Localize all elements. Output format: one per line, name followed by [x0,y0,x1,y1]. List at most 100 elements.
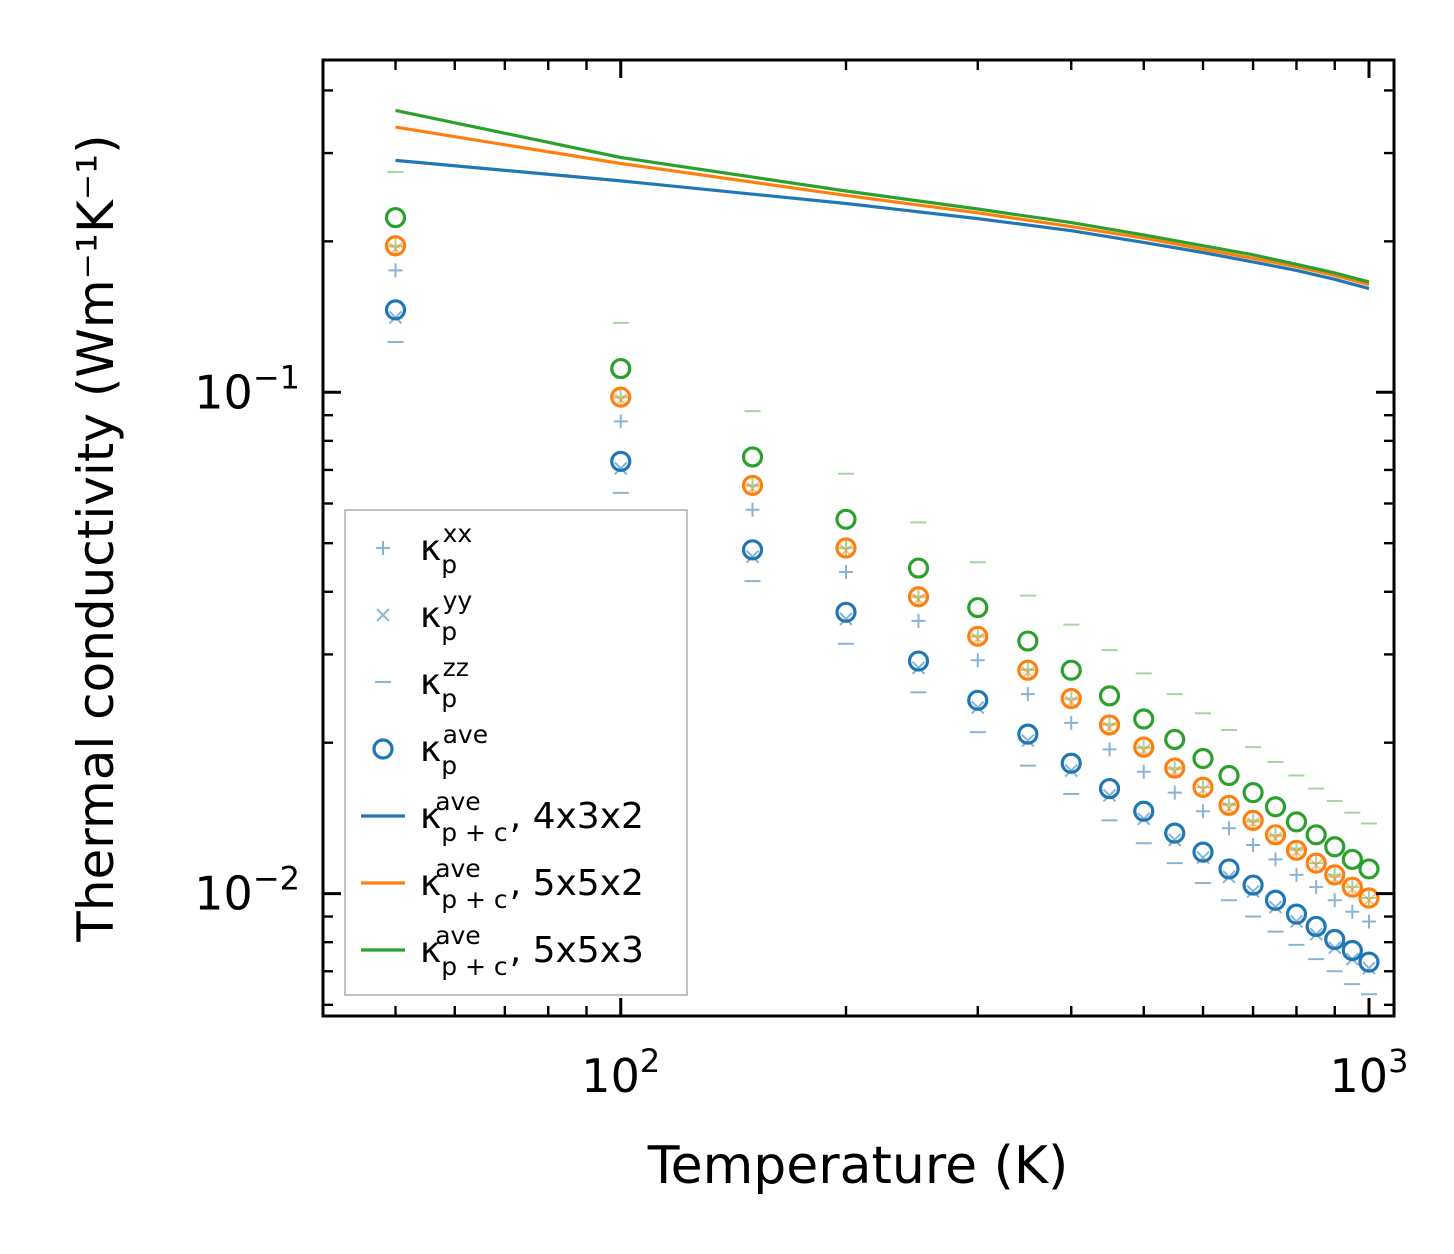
point-circle-5x5x2-250K [907,586,930,608]
point-plus-4x3x2-500K [1136,764,1151,779]
point-x-4x3x2-200K [839,612,853,626]
plot-marks [384,108,1380,996]
point-x-4x3x2-400K [1064,763,1078,778]
point-circle-5x5x2-900K [1324,864,1346,886]
point-circle-4x3x2-950K [1341,939,1363,962]
point-x-5x5x2-800K [1289,845,1304,859]
point-circle-5x5x2-750K [1264,824,1287,846]
point-plus-4x3x2-550K [1167,785,1182,800]
point-plus-4x3x2-950K [1345,904,1360,919]
point-plus-5x5x3-350K [1020,662,1035,677]
plot-frame [321,58,1396,1018]
legend-entry-5: κp + cave, 4x3x2 [361,787,644,847]
point-plus-4x3x2-750K [1268,852,1283,867]
point-circle-5x5x3-400K [1060,659,1082,681]
legend-label: κp + cave, 5x5x3 [420,921,644,981]
point-circle-5x5x2-550K [1164,757,1186,779]
point-plus-4x3x2-100K [613,414,628,429]
point-plus-4x3x2-850K [1309,880,1324,895]
point-circle-4x3x2-250K [907,650,930,672]
point-circle-5x5x3-300K [967,596,989,619]
point-circle-5x5x3-950K [1341,848,1363,871]
legend-entry-6: κp + cave, 5x5x2 [361,854,644,914]
legend: κpxx κpyy κpzz κpave κp + cave, 4x3x2 κp + ca… [344,509,688,996]
line-kappa-pc-ave-5x5x3 [395,108,1370,284]
point-x-4x3x2-750K [1268,900,1283,914]
x-tick-label-100: 102 [581,1042,660,1103]
point-x-5x5x2-850K [1309,858,1323,872]
point-circle-5x5x3-550K [1164,728,1186,751]
legend-label: κpzz [420,653,469,713]
point-plus-4x3x2-250K [911,613,926,628]
point-circle-5x5x2-500K [1133,736,1155,758]
point-plus-4x3x2-900K [1327,893,1342,908]
point-circle-4x3x2-550K [1164,822,1186,844]
point-plus-5x5x3-50K [388,238,403,253]
point-circle-5x5x2-300K [967,625,989,647]
point-x-4x3x2-300K [971,700,985,715]
point-x-5x5x2-950K [1345,882,1359,896]
point-x-4x3x2-350K [1021,733,1035,748]
line-kappa-pc-ave-5x5x2 [395,125,1370,287]
legend-handle-x [376,608,390,622]
point-circle-5x5x3-750K [1264,796,1287,818]
point-circle-4x3x2-800K [1285,903,1308,925]
point-plus-4x3x2-800K [1289,867,1304,882]
point-plus-4x3x2-1000K [1361,914,1376,929]
point-circle-4x3x2-450K [1098,777,1121,800]
x-axis-label: Temperature (K) [647,1136,1069,1196]
point-x-5x5x2-1000K [1362,893,1376,907]
point-circle-5x5x3-450K [1098,685,1121,707]
point-circle-4x3x2-400K [1060,752,1082,774]
point-plus-5x5x3-150K [745,478,760,493]
y-tick-label-0.01: 10−2 [194,860,300,921]
point-circle-5x5x3-850K [1305,824,1327,846]
point-circle-4x3x2-900K [1324,928,1346,951]
legend-entry-7: κp + cave, 5x5x3 [361,921,644,981]
point-plus-4x3x2-200K [838,565,853,580]
point-plus-4x3x2-350K [1020,687,1035,702]
point-circle-5x5x3-500K [1133,708,1155,730]
point-circle-5x5x3-900K [1324,836,1346,858]
point-x-4x3x2-700K [1246,884,1260,899]
point-plus-5x5x3-1000K [1361,891,1376,906]
point-circle-5x5x2-1000K [1358,887,1380,909]
point-plus-5x5x3-600K [1196,780,1210,795]
legend-handle-circle [372,738,394,760]
point-circle-4x3x2-150K [741,539,764,561]
legend-label: κpyy [420,586,472,646]
point-circle-4x3x2-1000K [1358,951,1380,973]
point-circle-5x5x3-650K [1218,764,1240,787]
legend-label: κpave [420,720,488,780]
tick-labels: 102 103 10−2 10−1 [194,358,1408,1103]
point-plus-4x3x2-150K [745,502,760,517]
point-x-4x3x2-100K [614,461,628,476]
legend-label: κp + cave, 5x5x2 [420,854,644,914]
legend-entry-2: κpyy [376,586,472,646]
point-plus-4x3x2-600K [1196,804,1210,819]
point-circle-4x3x2-50K [384,299,407,321]
legend-label: κpxx [420,519,472,579]
point-circle-5x5x3-50K [384,207,407,229]
point-x-4x3x2-150K [745,549,760,564]
point-circle-5x5x2-950K [1341,876,1363,898]
point-plus-5x5x3-700K [1246,813,1261,828]
point-circle-5x5x3-800K [1285,811,1308,833]
point-circle-5x5x2-150K [741,474,764,496]
point-plus-5x5x3-100K [613,389,628,404]
point-plus-5x5x3-850K [1309,856,1324,871]
y-tick-label-0.1: 10−1 [194,358,300,419]
legend-entry-3: κpzz [375,653,469,713]
line-kappa-pc-ave-4x3x2 [395,158,1370,291]
point-plus-5x5x3-200K [838,540,853,555]
point-x-4x3x2-800K [1289,914,1304,929]
point-circle-5x5x2-50K [384,235,407,257]
x-tick-label-1000: 103 [1330,1042,1409,1103]
point-plus-5x5x3-750K [1268,827,1283,842]
point-plus-4x3x2-400K [1064,715,1079,730]
axis-ticks [323,60,1394,1016]
point-x-4x3x2-550K [1168,833,1182,847]
point-circle-4x3x2-100K [610,450,632,472]
